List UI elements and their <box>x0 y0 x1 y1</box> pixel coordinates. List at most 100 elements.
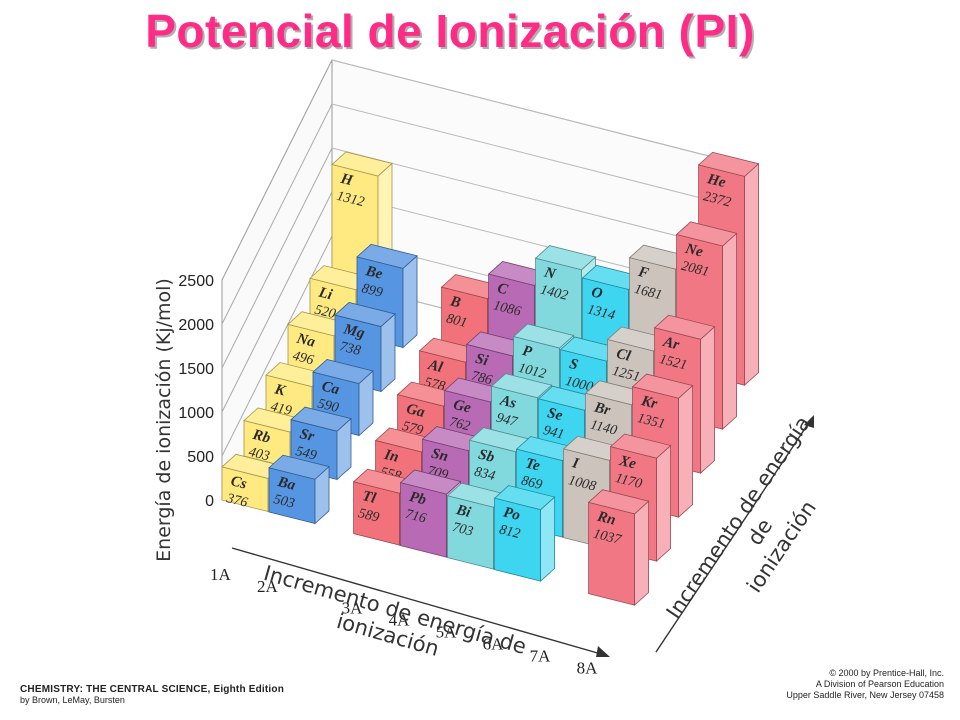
depth-axis-arrowhead <box>804 415 814 428</box>
element-value-label: 2372 <box>702 189 733 210</box>
element-symbol-label: Li <box>316 284 335 303</box>
footer-source: CHEMISTRY: THE CENTRAL SCIENCE, Eighth E… <box>20 684 284 705</box>
bar-top-be <box>356 243 418 269</box>
element-value-label: 1170 <box>614 471 644 492</box>
footer-copyright-line: © 2000 by Prentice-Hall, Inc. <box>829 668 944 678</box>
element-symbol-label: In <box>382 447 401 466</box>
bar-top-ne <box>675 221 738 247</box>
group-label: 8A <box>577 659 599 678</box>
bar-side-mg <box>380 313 396 393</box>
element-value-label: 899 <box>360 281 384 301</box>
bar-side-po <box>540 496 555 582</box>
group-label: 5A <box>436 623 458 642</box>
group-label: 4A <box>389 611 411 630</box>
element-symbol-label: Ca <box>320 378 341 398</box>
bar-side-xe <box>656 444 671 562</box>
element-symbol-label: Ge <box>452 397 473 417</box>
y-tick-label: 2000 <box>178 317 214 334</box>
element-symbol-label: Sr <box>298 426 316 445</box>
element-value-label: 1000 <box>564 374 595 395</box>
element-symbol-label: N <box>542 264 558 283</box>
footer-book-title: CHEMISTRY: THE CENTRAL SCIENCE, Eighth E… <box>20 684 285 695</box>
element-value-label: 503 <box>272 492 296 512</box>
depth-axis-arrow <box>655 417 813 653</box>
y-gridline <box>331 103 745 210</box>
element-symbol-label: I <box>570 455 582 472</box>
element-symbol-label: Sn <box>430 446 450 466</box>
group-label: 7A <box>530 647 552 666</box>
bar-side-rn <box>634 500 649 606</box>
element-value-label: 1008 <box>567 473 598 494</box>
element-value-label: 738 <box>338 339 362 359</box>
element-symbol-label: Si <box>474 351 491 370</box>
bar-top-p <box>512 323 575 349</box>
element-value-label: 1012 <box>517 361 548 382</box>
element-value-label: 589 <box>357 506 381 526</box>
y-tick-label: 1500 <box>178 361 214 378</box>
element-symbol-label: S <box>568 356 580 374</box>
bar-top-kr <box>631 373 694 399</box>
footer-authors: by Brown, LeMay, Bursten <box>20 695 125 705</box>
element-symbol-label: Na <box>294 330 317 350</box>
element-symbol-label: Ga <box>405 401 427 421</box>
bar-side-be <box>402 254 418 349</box>
bar-top-ca <box>312 359 374 385</box>
element-symbol-label: H <box>338 171 355 190</box>
element-value-label: 376 <box>224 491 249 511</box>
element-value-label: 801 <box>445 311 469 331</box>
element-symbol-label: As <box>498 392 518 412</box>
element-value-label: 947 <box>495 411 520 431</box>
bar-top-mg <box>334 302 396 327</box>
element-value-label: 812 <box>498 522 522 542</box>
element-symbol-label: Rn <box>595 508 618 528</box>
element-value-label: 703 <box>451 520 475 540</box>
element-symbol-label: He <box>705 171 728 191</box>
group-label: 1A <box>210 565 232 584</box>
bar-side-ne <box>722 232 737 430</box>
footer-copyright: © 2000 by Prentice-Hall, Inc. A Division… <box>786 668 944 701</box>
element-value-label: 762 <box>448 415 472 435</box>
element-value-label: 1086 <box>492 298 523 319</box>
bar-side-he <box>744 162 759 386</box>
element-value-label: 834 <box>473 465 497 485</box>
bar-top-ba <box>268 454 330 480</box>
element-symbol-label: Cl <box>615 346 633 365</box>
element-symbol-label: Ar <box>661 334 681 354</box>
element-value-label: 1314 <box>586 302 617 323</box>
y-tick-label: 1000 <box>178 405 214 422</box>
x-axis-arrowhead <box>596 646 610 657</box>
bar-top-sr <box>290 406 352 432</box>
element-symbol-label: Pb <box>408 489 429 509</box>
element-value-label: 1521 <box>658 352 689 373</box>
element-symbol-label: Ba <box>275 474 297 494</box>
element-value-label: 2081 <box>680 259 711 280</box>
y-gridline <box>331 147 745 254</box>
bar-top-po <box>493 485 556 511</box>
bar-top-h <box>331 151 393 177</box>
y-gridline <box>221 59 333 281</box>
element-value-label: 549 <box>294 444 318 464</box>
y-tick-label: 2500 <box>178 273 214 290</box>
element-symbol-label: Tl <box>361 488 379 507</box>
x-axis-arrow <box>231 547 609 657</box>
element-symbol-label: F <box>636 264 651 282</box>
element-symbol-label: O <box>590 284 605 302</box>
element-symbol-label: B <box>448 293 463 311</box>
bar-side-ar <box>700 325 715 474</box>
element-symbol-label: Rb <box>250 427 272 447</box>
element-symbol-label: Sb <box>477 447 497 466</box>
element-value-label: 941 <box>542 423 566 443</box>
element-value-label: 1140 <box>589 418 619 439</box>
bar-top-as <box>490 373 553 399</box>
y-gridline <box>221 147 333 369</box>
element-symbol-label: Po <box>502 505 522 525</box>
element-value-label: 1402 <box>539 283 570 304</box>
footer-division-line: A Division of Pearson Education <box>815 679 944 689</box>
element-symbol-label: Bi <box>454 502 473 521</box>
footer-address-line: Upper Saddle River, New Jersey 07458 <box>786 690 944 700</box>
element-value-label: 1251 <box>611 364 642 385</box>
